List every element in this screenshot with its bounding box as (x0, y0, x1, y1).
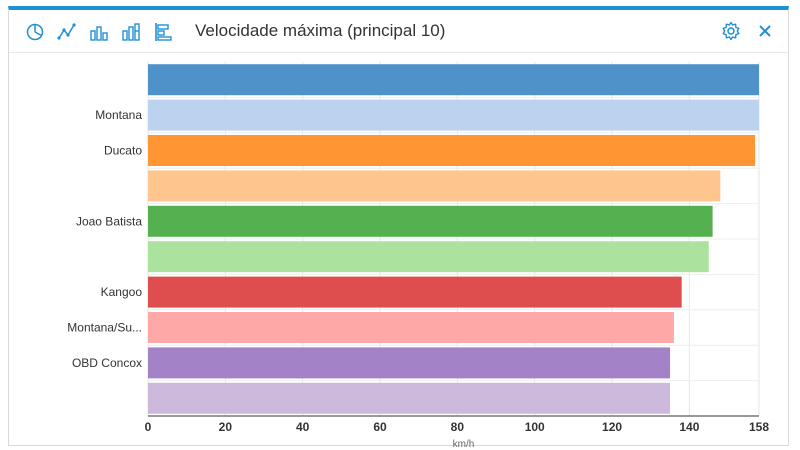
gear-icon[interactable] (721, 21, 741, 41)
x-tick-label: 60 (373, 420, 387, 434)
x-tick-label: 80 (451, 420, 465, 434)
bar[interactable] (148, 276, 682, 308)
bar-chart-icon[interactable] (154, 22, 174, 42)
x-axis-title: km/h (453, 439, 475, 450)
category-label: Montana (95, 108, 142, 122)
x-tick-label: 0 (145, 420, 152, 434)
bar[interactable] (148, 347, 671, 379)
toolbar-divider (9, 52, 788, 53)
bar[interactable] (148, 382, 671, 414)
chart-title: Velocidade máxima (principal 10) (195, 21, 446, 40)
stacked-column-chart-icon[interactable] (121, 22, 141, 42)
x-tick-label: 100 (525, 420, 545, 434)
category-label: Montana/Su... (67, 321, 142, 335)
bar[interactable] (148, 99, 759, 131)
category-label: Kangoo (101, 285, 143, 299)
x-tick-label: 40 (296, 420, 310, 434)
category-label: OBD Concox (72, 356, 142, 370)
bar[interactable] (148, 64, 759, 96)
x-tick-label: 20 (219, 420, 233, 434)
bar[interactable] (148, 135, 756, 166)
category-label: Joao Batista (76, 214, 142, 228)
close-icon[interactable] (755, 21, 775, 41)
widget-toolbar: Velocidade máxima (principal 10) (9, 10, 788, 52)
x-tick-label: 158 (749, 420, 769, 434)
column-chart-icon[interactable] (89, 22, 109, 42)
bar[interactable] (148, 170, 721, 202)
bar[interactable] (148, 241, 709, 273)
x-tick-label: 140 (679, 420, 699, 434)
bar[interactable] (148, 205, 713, 237)
pie-chart-icon[interactable] (25, 22, 45, 42)
bar[interactable] (148, 312, 674, 343)
line-chart-icon[interactable] (57, 22, 77, 42)
category-label: Ducato (104, 144, 142, 158)
x-tick-label: 120 (602, 420, 622, 434)
